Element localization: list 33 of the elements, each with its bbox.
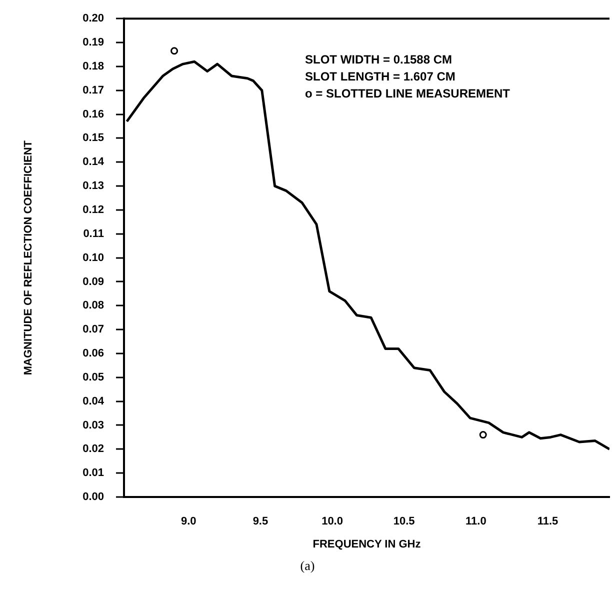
y-tick-label: 0.11 [83, 228, 104, 240]
x-tick-label: 9.5 [252, 516, 268, 528]
y-tick-label: 0.17 [82, 84, 104, 96]
x-tick-label: 10.0 [322, 516, 343, 528]
y-tick-label: 0.20 [82, 12, 104, 25]
annotation: SLOT WIDTH = 0.1588 CM [305, 52, 452, 66]
y-tick-label: 0.16 [82, 108, 104, 120]
y-tick-label: 0.07 [82, 324, 104, 336]
y-tick-label: 0.05 [82, 371, 104, 384]
x-tick-label: 11.5 [537, 516, 558, 528]
x-tick-label: 9.0 [180, 516, 196, 528]
y-tick-label: 0.09 [82, 276, 104, 288]
y-tick-label: 0.01 [82, 467, 104, 480]
y-tick-label: 0.00 [82, 491, 104, 504]
y-tick-label: 0.08 [82, 300, 104, 312]
y-tick-label: 0.02 [82, 443, 104, 456]
x-tick-label: 10.5 [393, 516, 415, 528]
y-tick-label: 0.14 [82, 156, 105, 168]
y-tick-label: 0.13 [82, 180, 104, 192]
y-tick-label: 0.12 [82, 204, 104, 216]
y-tick-label: 0.03 [82, 419, 104, 432]
x-axis-title: FREQUENCY IN GHz [312, 538, 422, 550]
text: (a) [299, 558, 316, 574]
x-tick-label: 11.0 [466, 516, 486, 528]
y-tick-label: 0.15 [82, 132, 104, 144]
y-tick-label: 0.06 [82, 348, 104, 360]
annotation: o = SLOTTED LINE MEASUREMENT [305, 86, 511, 100]
y-tick-label: 0.10 [82, 252, 104, 264]
y-tick-label: 0.04 [82, 395, 105, 408]
y-axis-title: MAGNITUDE OF REFLECTION COEFFICIENT [22, 140, 35, 376]
y-tick-label: 0.18 [82, 60, 104, 72]
y-tick-label: 0.19 [82, 36, 104, 49]
annotation: SLOT LENGTH = 1.607 CM [305, 69, 456, 84]
